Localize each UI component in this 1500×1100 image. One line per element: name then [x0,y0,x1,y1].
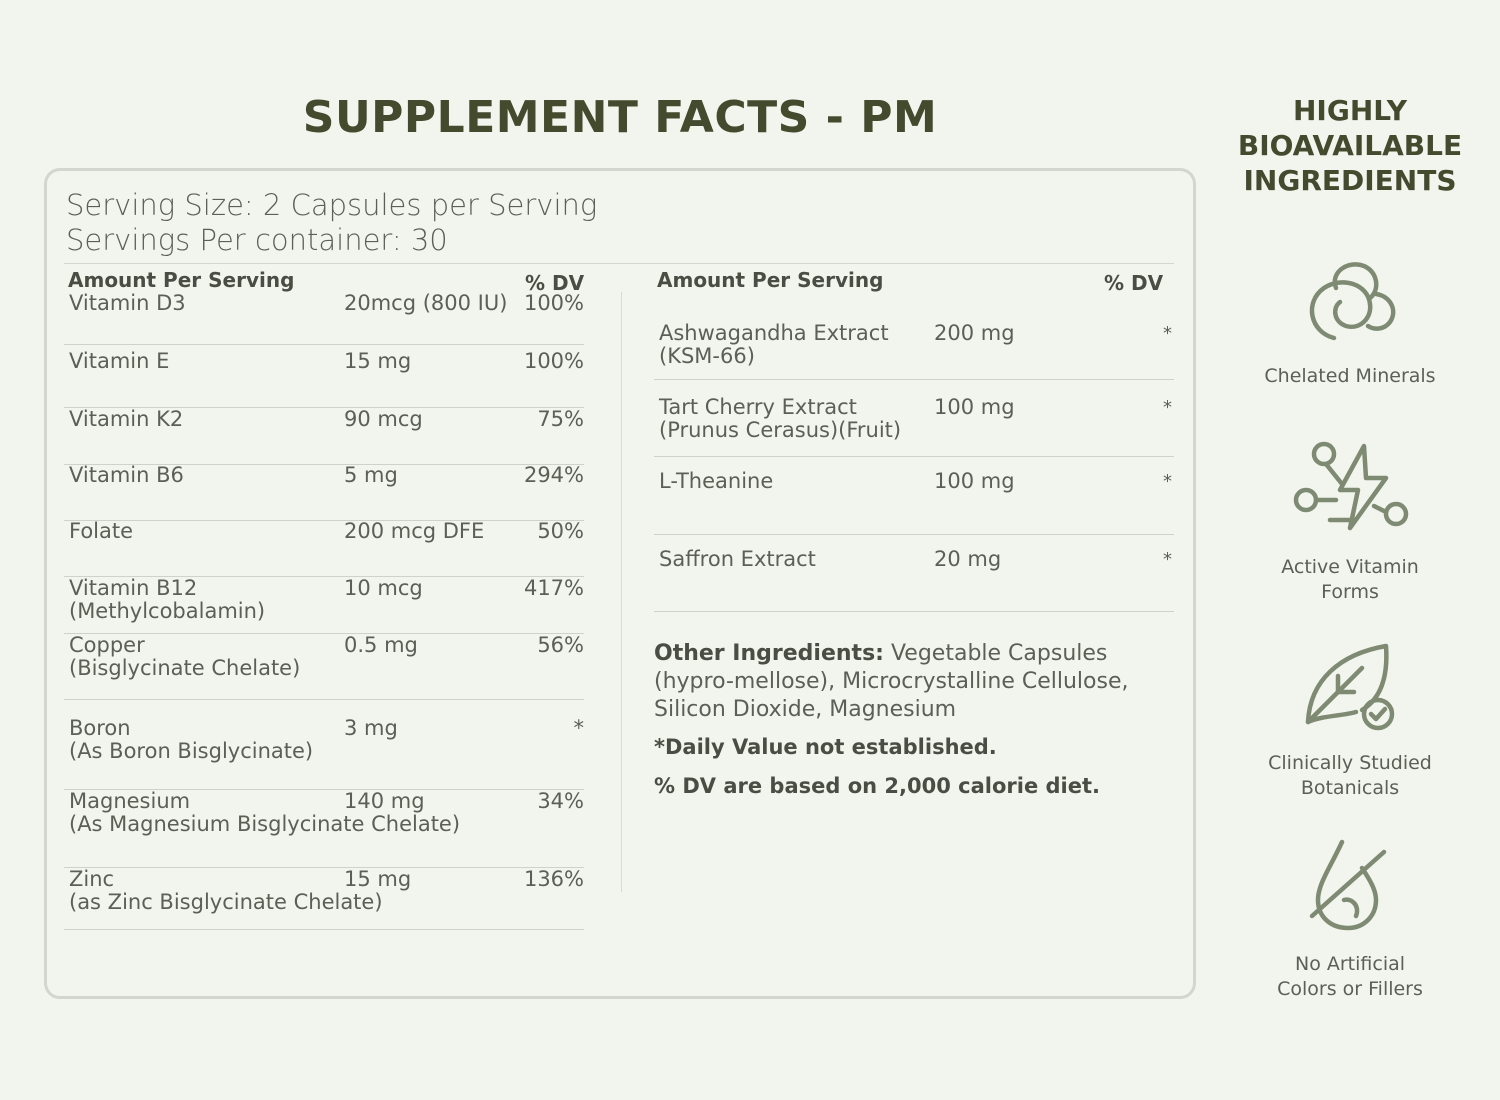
sidebar-title: HIGHLY BIOAVAILABLE INGREDIENTS [1237,94,1463,197]
column-divider [621,292,622,892]
nutrient-amount: 90 mcg [344,407,423,431]
active-vitamin-icon [1293,441,1409,531]
table-row: Ashwagandha Extract (KSM-66) 200 mg * [654,322,1174,380]
feature-label-botanicals: Clinically Studied Botanicals [1268,752,1432,799]
ingredient-amount: 100 mg [934,395,1015,419]
nutrient-amount: 10 mcg [344,576,423,600]
nutrient-name: Zinc (as Zinc Bisglycinate Chelate) [69,867,383,914]
ingredient-name: Ashwagandha Extract (KSM-66) [659,321,889,368]
left-header-dv: % DV [525,271,585,295]
table-row: Folate 200 mcg DFE 50% [64,520,584,577]
ingredient-name: Tart Cherry Extract (Prunus Cerasus)(Fru… [659,395,902,442]
other-ingredients-text: Vegetable Capsules (hypro-mellose), Micr… [654,641,1129,722]
leaf-check-icon [1305,643,1395,731]
nutrient-name: Vitamin D3 [69,291,186,315]
feature-label-chelated: Chelated Minerals [1264,365,1436,387]
other-ingredients: Other Ingredients: Vegetable Capsules (h… [654,640,1174,724]
serving-size: Serving Size: 2 Capsules per Serving [66,188,598,222]
left-header-amount: Amount Per Serving [68,268,295,292]
nutrient-amount: 3 mg [344,716,398,740]
nutrient-dv: 100% [523,349,584,373]
nutrient-dv: 75% [537,407,584,431]
feature-label-no-artificial: No Artificial Colors or Fillers [1277,953,1423,1000]
ingredient-name: Saffron Extract [659,547,816,571]
table-row: L-Theanine 100 mg * [654,470,1174,535]
right-header-amount: Amount Per Serving [657,268,884,292]
table-row: Vitamin D3 20mcg (800 IU) 100% [64,292,584,345]
nutrient-dv: 294% [523,463,584,487]
serving-info: Serving Size: 2 Capsules per Serving Ser… [66,188,597,258]
nutrient-amount: 140 mg [344,789,425,813]
nutrient-amount: 15 mg [344,867,412,891]
nutrient-dv: 34% [537,789,584,813]
nutrient-dv: 417% [523,576,584,600]
nutrient-dv: 136% [523,867,584,891]
other-ingredients-label: Other Ingredients: [654,641,884,666]
table-row: Zinc (as Zinc Bisglycinate Chelate) 15 mg… [64,868,584,930]
nutrient-amount: 15 mg [344,349,412,373]
ingredient-amount: 20 mg [934,547,1002,571]
table-row: Vitamin B12 (Methylcobalamin) 10 mcg 417% [64,577,584,634]
table-row: Saffron Extract 20 mg * [654,548,1174,612]
right-header-dv: % DV [1104,271,1164,295]
nutrient-dv: 56% [537,633,584,657]
nutrient-name: Copper (Bisglycinate Chelate) [69,633,301,680]
ingredient-dv: * [1163,397,1172,418]
nutrient-amount: 0.5 mg [344,633,418,657]
daily-value-note: *Daily Value not established. [654,735,997,759]
ingredient-dv: * [1163,471,1172,492]
table-row: Boron (As Boron Bisglycinate) 3 mg * [64,717,584,790]
ingredient-dv: * [1163,549,1172,570]
chelated-minerals-icon [1309,262,1396,341]
table-row: Vitamin E 15 mg 100% [64,350,584,408]
table-row: Vitamin B6 5 mg 294% [64,464,584,521]
nutrient-name: Folate [69,519,134,543]
nutrient-name: Vitamin K2 [69,407,184,431]
ingredient-amount: 200 mg [934,321,1015,345]
table-row: Vitamin K2 90 mcg 75% [64,408,584,465]
feature-label-active-vitamin: Active Vitamin Forms [1281,556,1419,603]
nutrient-name: Vitamin B12 (Methylcobalamin) [69,576,266,623]
header-divider [64,263,1174,264]
no-color-drop-icon [1309,839,1387,931]
servings-per-container: Servings Per container: 30 [66,223,448,257]
nutrient-dv: * [573,716,585,740]
ingredient-name: L-Theanine [659,469,774,493]
nutrient-amount: 5 mg [344,463,398,487]
calorie-note: % DV are based on 2,000 calorie diet. [654,774,1100,798]
nutrient-name: Magnesium (As Magnesium Bisglycinate Che… [69,789,461,836]
nutrient-amount: 200 mcg DFE [344,519,485,543]
nutrient-dv: 100% [523,291,584,315]
nutrient-amount: 20mcg (800 IU) [344,291,508,315]
page-title: SUPPLEMENT FACTS - PM [302,92,938,143]
table-row: Tart Cherry Extract (Prunus Cerasus)(Fru… [654,396,1174,457]
ingredient-amount: 100 mg [934,469,1015,493]
table-row: Magnesium (As Magnesium Bisglycinate Che… [64,790,584,868]
nutrient-dv: 50% [537,519,584,543]
nutrient-name: Boron (As Boron Bisglycinate) [69,716,314,763]
facts-panel [44,168,1196,999]
table-row: Copper (Bisglycinate Chelate) 0.5 mg 56% [64,634,584,700]
nutrient-name: Vitamin E [69,349,170,373]
nutrient-name: Vitamin B6 [69,463,184,487]
ingredient-dv: * [1163,323,1172,344]
